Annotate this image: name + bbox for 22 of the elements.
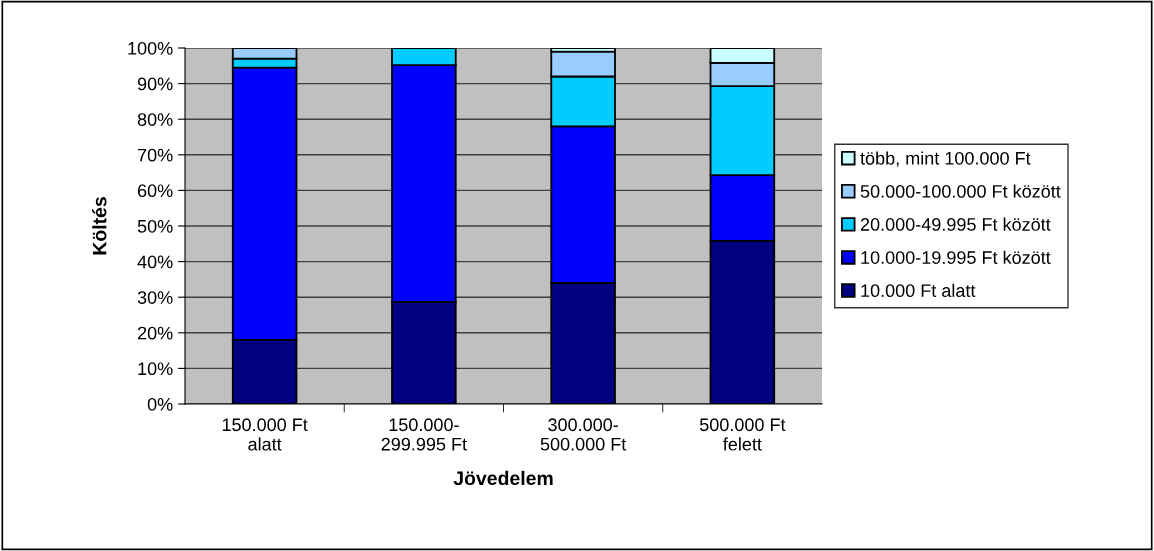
- y-tick-label: 20%: [137, 326, 173, 340]
- y-tick-label: 80%: [137, 113, 173, 126]
- x-axis-title: Jövedelem: [453, 470, 553, 486]
- x-tick-label: 150.000 Ft alatt: [222, 418, 308, 451]
- legend-label: 10.000 Ft alatt: [861, 283, 976, 298]
- legend-label: 50.000-100.000 Ft között: [860, 184, 1061, 198]
- legend-label: 10.000-19.995 Ft között: [861, 250, 1051, 264]
- y-tick-label: 40%: [137, 255, 173, 269]
- y-axis-title: Költés: [92, 197, 107, 255]
- y-tick-label: 70%: [137, 148, 173, 162]
- y-tick-label: 10%: [138, 362, 173, 376]
- y-tick-label: 30%: [137, 291, 173, 304]
- y-tick-label: 90%: [137, 77, 173, 91]
- y-tick-label: 100%: [128, 41, 173, 55]
- legend-label: több, mint 100.000 Ft: [860, 151, 1031, 167]
- x-tick-label: 300.000- 500.000 Ft: [540, 418, 627, 451]
- x-tick-label: 150.000- 299.995 Ft: [381, 418, 467, 451]
- x-tick-label: 500.000 Ft felett: [699, 418, 786, 451]
- y-tick-label: 0%: [147, 397, 173, 411]
- y-tick-label: 50%: [137, 219, 173, 233]
- y-tick-label: 60%: [137, 184, 173, 198]
- legend-label: 20.000-49.995 Ft között: [860, 217, 1051, 231]
